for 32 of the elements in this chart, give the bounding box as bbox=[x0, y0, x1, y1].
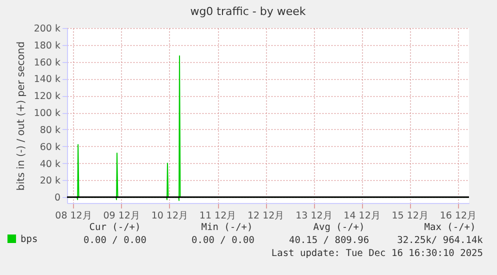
x-tick-label: 14 12月 bbox=[344, 210, 381, 222]
x-tick-label: 15 12月 bbox=[392, 210, 429, 222]
y-tick-label: 120 k bbox=[34, 91, 61, 102]
text: Cur (-/+) bbox=[89, 222, 141, 233]
text: 0.00 / 0.00 bbox=[192, 235, 255, 246]
y-tick-label: 160 k bbox=[34, 57, 61, 68]
x-tick-label: 09 12月 bbox=[103, 210, 140, 222]
x-tick-label: 13 12月 bbox=[296, 210, 333, 222]
text: 32.25k/ 964.14k bbox=[397, 235, 484, 246]
y-axis-title: bits in (-) / out (+) per second bbox=[16, 41, 27, 191]
y-tick-label: 140 k bbox=[34, 74, 61, 86]
y-tick-label: 180 k bbox=[34, 40, 61, 52]
text: 40.15 / 809.96 bbox=[288, 235, 370, 246]
x-tick-label: 11 12月 bbox=[199, 210, 237, 222]
y-tick-label: 80 k bbox=[40, 124, 61, 136]
text: Min (-/+) bbox=[201, 222, 253, 233]
text: 0.00 / 0.00 bbox=[84, 235, 147, 246]
x-tick-label: 12 12月 bbox=[247, 210, 285, 222]
y-tick-label: 0 bbox=[54, 192, 60, 204]
legend-label: bps bbox=[20, 234, 38, 245]
x-tick-label: 16 12月 bbox=[440, 210, 478, 222]
chart-title: wg0 traffic - by week bbox=[190, 5, 306, 18]
y-tick-label: 200 k bbox=[34, 24, 61, 34]
x-tick-label: 08 12月 bbox=[55, 210, 92, 222]
y-tick-label: 40 k bbox=[40, 158, 61, 170]
text: Max (-/+) bbox=[424, 222, 476, 233]
y-tick-label: 20 k bbox=[40, 176, 61, 187]
y-tick-label: 60 k bbox=[40, 142, 61, 153]
text: Avg (-/+) bbox=[313, 222, 365, 233]
text: Last update: Tue Dec 16 16:30:10 2025 bbox=[271, 248, 483, 259]
x-tick-label: 10 12月 bbox=[151, 210, 189, 222]
y-tick-label: 100 k bbox=[34, 108, 61, 120]
